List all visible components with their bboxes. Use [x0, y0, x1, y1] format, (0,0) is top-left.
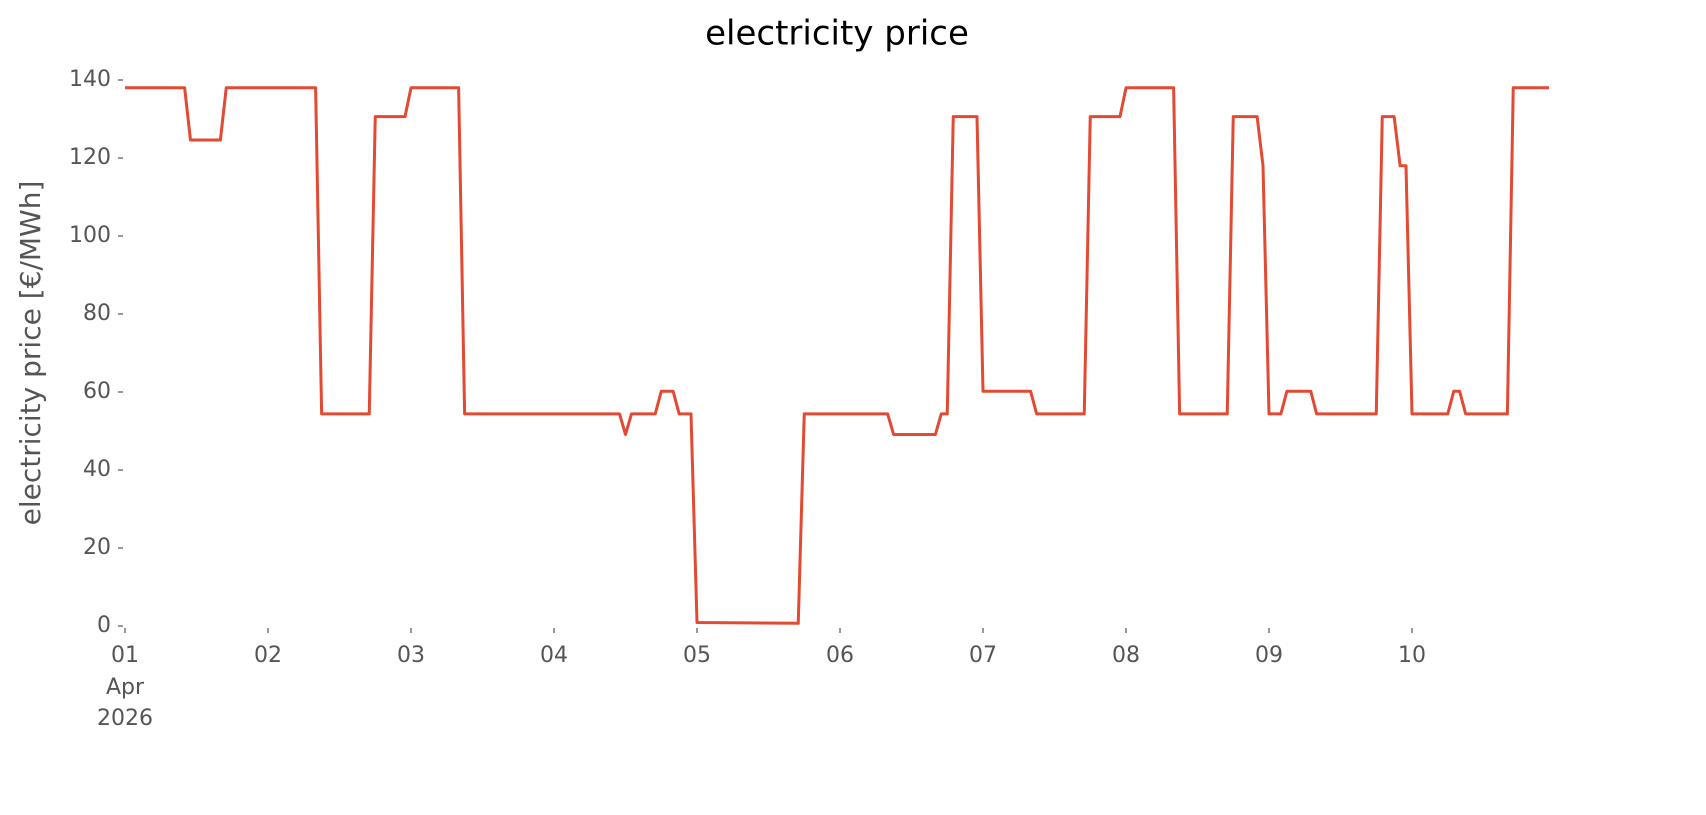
x-tick-label: 02: [254, 643, 282, 668]
y-tick-label: 40: [83, 457, 111, 482]
price-line: [125, 86, 1549, 625]
y-tick-label: 0: [97, 613, 111, 638]
y-tick-label: 60: [83, 379, 111, 404]
x-date-label: Apr: [106, 675, 145, 700]
x-tick-label: 04: [540, 643, 568, 668]
x-date-label: 2026: [97, 706, 153, 731]
chart-title: electricity price: [705, 14, 969, 54]
y-tick-label: 140: [69, 67, 111, 92]
x-tick-label: 01: [111, 643, 139, 668]
x-tick-label: 08: [1112, 643, 1140, 668]
y-tick-label: 100: [69, 223, 111, 248]
x-tick-label: 06: [826, 643, 854, 668]
y-tick-label: 80: [83, 301, 111, 326]
y-axis-label: electricity price [€/MWh]: [14, 181, 47, 526]
y-tick-label: 120: [69, 145, 111, 170]
x-tick-label: 10: [1398, 643, 1426, 668]
x-tick-label: 03: [397, 643, 425, 668]
x-tick-label: 07: [969, 643, 997, 668]
x-tick-label: 05: [683, 643, 711, 668]
y-tick-label: 20: [83, 535, 111, 560]
x-tick-label: 09: [1255, 643, 1283, 668]
